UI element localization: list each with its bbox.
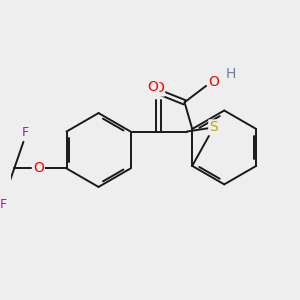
Text: O: O (147, 80, 158, 94)
Text: O: O (33, 161, 44, 176)
Text: O: O (153, 81, 164, 95)
Text: H: H (226, 67, 236, 81)
Text: S: S (209, 120, 218, 134)
Text: F: F (0, 198, 7, 211)
Text: F: F (21, 126, 28, 139)
Text: O: O (209, 75, 220, 89)
